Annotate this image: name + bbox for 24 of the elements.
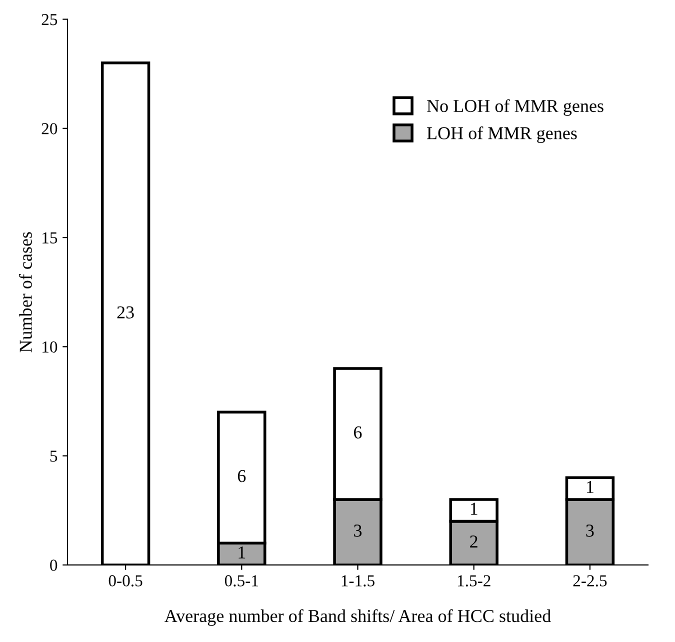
y-tick-label: 10 [42, 341, 58, 353]
data-label: 2 [470, 536, 478, 548]
y-tick-label: 0 [50, 560, 58, 571]
data-label: 23 [117, 306, 134, 318]
x-tick-label: 1.5-2 [458, 575, 490, 586]
y-tick-label: 15 [42, 232, 58, 244]
data-label: 6 [354, 426, 362, 439]
data-label: 1 [238, 546, 246, 558]
y-tick-label: 20 [42, 123, 58, 134]
data-label: 3 [586, 524, 594, 537]
data-label: 3 [354, 524, 362, 537]
data-label: 6 [238, 470, 246, 482]
y-tick-label: 5 [50, 450, 58, 462]
x-tick-label: 0-0.5 [108, 575, 142, 586]
data-label: 1 [470, 502, 478, 515]
x-tick-label: 2-2.5 [573, 575, 607, 586]
x-tick-label: 0.5-1 [224, 575, 258, 586]
legend-label: No LOH of MMR genes [427, 99, 604, 116]
y-axis-title: Number of cases [19, 232, 32, 352]
legend-label: LOH of MMR genes [427, 126, 577, 144]
x-tick-label: 1-1.5 [342, 575, 374, 586]
data-label: 1 [587, 480, 594, 493]
y-tick-label: 25 [42, 14, 58, 26]
x-axis-title: Average number of Band shifts/ Area of HCC studied [164, 609, 551, 626]
